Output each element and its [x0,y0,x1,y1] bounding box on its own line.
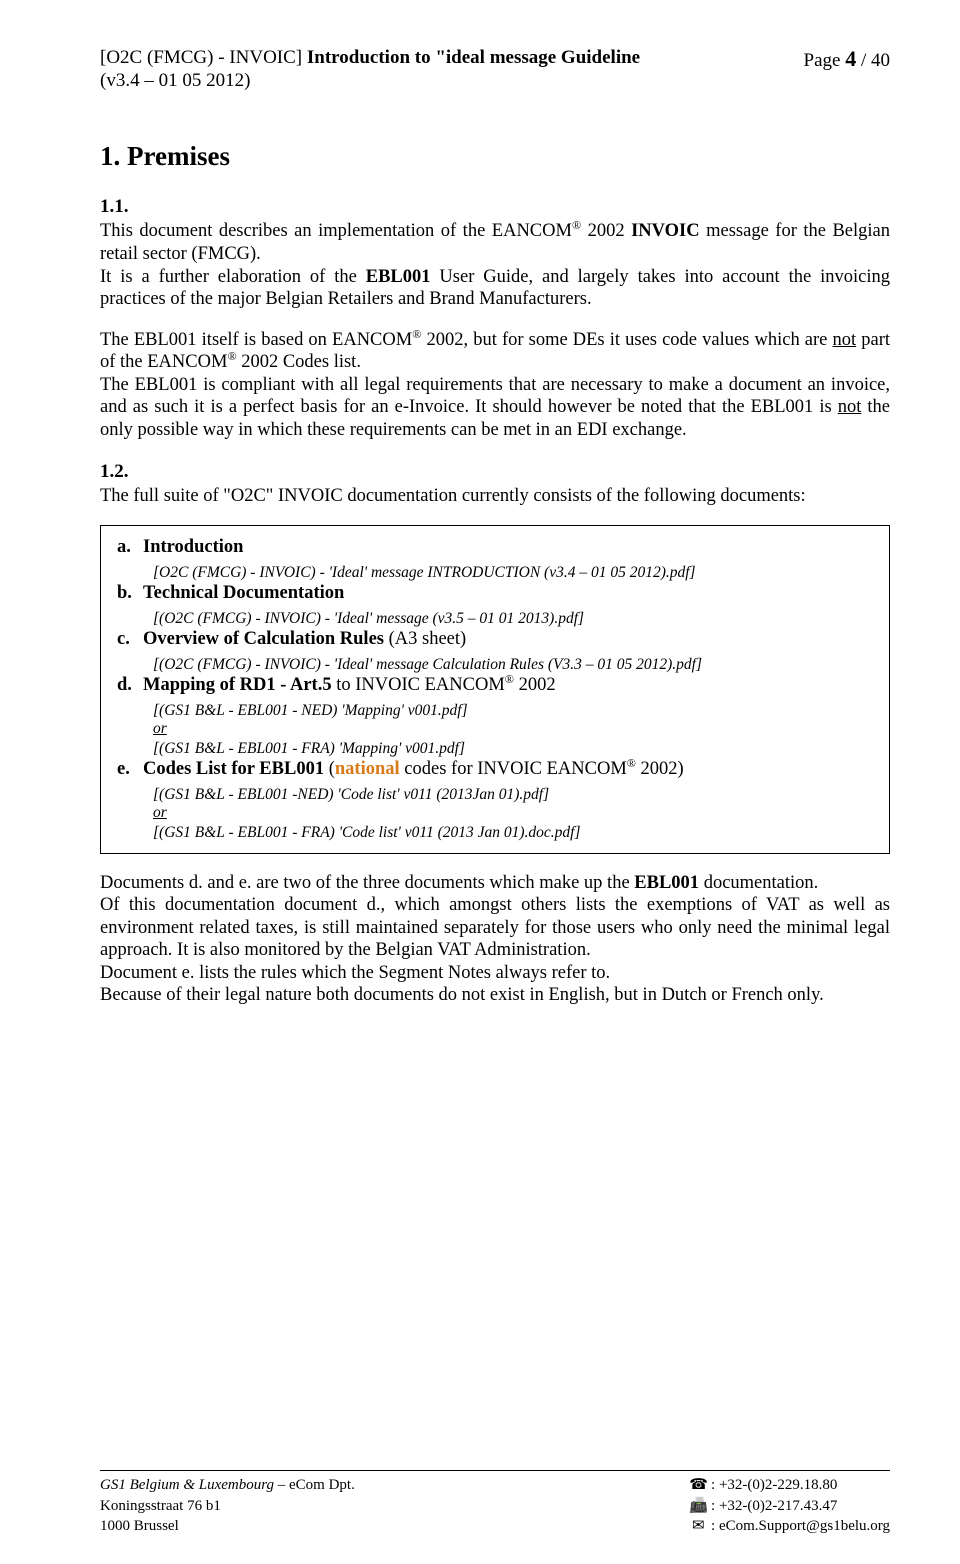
doc-item-c: c.Overview of Calculation Rules (A3 shee… [117,628,873,651]
page-total: 40 [871,50,890,71]
para-8: Document e. lists the rules which the Se… [100,963,610,983]
page-label: Page [804,50,846,71]
para-1: This document describes an implementatio… [100,220,890,310]
reg-mark: ® [572,218,581,232]
header-title-prefix: [O2C (FMCG) - INVOIC] [100,47,307,68]
footer-left: GS1 Belgium & Luxembourg – eCom Dpt. Kon… [100,1475,355,1536]
doc-or-e: or [153,804,873,823]
doc-letter-a: a. [117,536,143,559]
para-1-a: This document describes an implementatio… [100,221,572,241]
para-3-d: 2002 Codes list. [237,352,361,372]
doc-item-d: d.Mapping of RD1 - Art.5 to INVOIC EANCO… [117,674,873,697]
section-heading: 1. Premises [100,140,890,173]
reg-mark-2: ® [412,327,421,341]
para-7: Of this documentation document d., which… [100,895,890,960]
footer-fax: : +32-(0)2-217.43.47 [707,1498,837,1514]
doc-or-d: or [153,720,873,739]
doc-item-a: a.Introduction [117,536,873,559]
footer-addr2: 1000 Brussel [100,1518,179,1534]
doc-letter-b: b. [117,582,143,605]
doc-file-a: [O2C (FMCG) - INVOIC) - 'Ideal' message … [153,563,873,582]
page-footer: GS1 Belgium & Luxembourg – eCom Dpt. Kon… [100,1470,890,1536]
para-6-b: documentation. [699,873,818,893]
para-9: Because of their legal nature both docum… [100,985,824,1005]
doc-title-b: Technical Documentation [143,583,344,603]
footer-right: ☎ : +32-(0)2-229.18.80 📠 : +32-(0)2-217.… [689,1475,890,1536]
documents-box: a.Introduction [O2C (FMCG) - INVOIC) - '… [100,525,890,853]
para-6: Documents d. and e. are two of the three… [100,872,890,1007]
reg-mark-d: ® [505,672,514,686]
doc-title-d-post: 2002 [514,675,556,695]
fax-icon: 📠 [689,1496,707,1516]
underline-not-1: not [833,330,857,350]
doc-title-e-paren: ( [324,759,335,779]
doc-title-d-mid: to INVOIC EANCOM [332,675,505,695]
page-header: [O2C (FMCG) - INVOIC] Introduction to "i… [100,46,890,92]
doc-title-e-rest2: 2002) [636,759,684,779]
doc-letter-c: c. [117,628,143,651]
doc-letter-e: e. [117,758,143,781]
ebl-bold: EBL001 [366,267,431,287]
doc-item-b: b.Technical Documentation [117,582,873,605]
doc-file-b: [(O2C (FMCG) - INVOIC) - 'Ideal' message… [153,609,873,628]
page-sep: / [856,50,871,71]
header-left: [O2C (FMCG) - INVOIC] Introduction to "i… [100,46,640,92]
page-current: 4 [845,46,856,71]
footer-addr1: Koningsstraat 76 b1 [100,1498,221,1514]
underline-not-2: not [838,397,862,417]
para-3-4: The EBL001 itself is based on EANCOM® 20… [100,329,890,442]
para-3-a: The EBL001 itself is based on EANCOM [100,330,412,350]
reg-mark-3: ® [227,349,236,363]
para-6-a: Documents d. and e. are two of the three… [100,873,634,893]
doc-title-d-pre: Mapping of RD1 - Art.5 [143,675,332,695]
phone-icon: ☎ [689,1475,707,1495]
para-2-a: It is a further elaboration of the [100,267,366,287]
header-right: Page 4 / 40 [804,46,890,73]
doc-title-c-rest: (A3 sheet) [384,629,466,649]
header-version: (v3.4 – 01 05 2012) [100,70,250,91]
footer-org: GS1 Belgium & Luxembourg [100,1477,274,1493]
reg-mark-e: ® [627,756,636,770]
doc-title-e-rest1: codes for INVOIC EANCOM [400,759,627,779]
para-1-b: 2002 [581,221,631,241]
doc-item-e: e.Codes List for EBL001 (national codes … [117,758,873,781]
doc-file-d1: [(GS1 B&L - EBL001 - NED) 'Mapping' v001… [153,701,873,720]
ebl-bold-2: EBL001 [634,873,699,893]
para-3-b: 2002, but for some DEs it uses code valu… [421,330,832,350]
doc-file-e2: [(GS1 B&L - EBL001 - FRA) 'Code list' v0… [153,823,873,842]
doc-letter-d: d. [117,674,143,697]
footer-tel: : +32-(0)2-229.18.80 [707,1477,837,1493]
para-4-a: The EBL001 is compliant with all legal r… [100,375,890,418]
doc-title-a: Introduction [143,537,243,557]
invoic-bold: INVOIC [631,221,700,241]
doc-national: national [335,759,400,779]
para-5: The full suite of "O2C" INVOIC documenta… [100,485,890,508]
subsection-1-2: 1.2. [100,460,890,483]
doc-title-e-bold: Codes List for EBL001 [143,759,324,779]
doc-file-d2: [(GS1 B&L - EBL001 - FRA) 'Mapping' v001… [153,739,873,758]
mail-icon: ✉ [689,1516,707,1536]
header-title-main: Introduction to "ideal message Guideline [307,47,640,68]
footer-mail: : eCom.Support@gs1belu.org [707,1518,890,1534]
footer-org-suffix: – eCom Dpt. [274,1477,355,1493]
doc-file-e1: [(GS1 B&L - EBL001 -NED) 'Code list' v01… [153,785,873,804]
subsection-1-1: 1.1. [100,195,890,218]
doc-title-c-bold: Overview of Calculation Rules [143,629,384,649]
